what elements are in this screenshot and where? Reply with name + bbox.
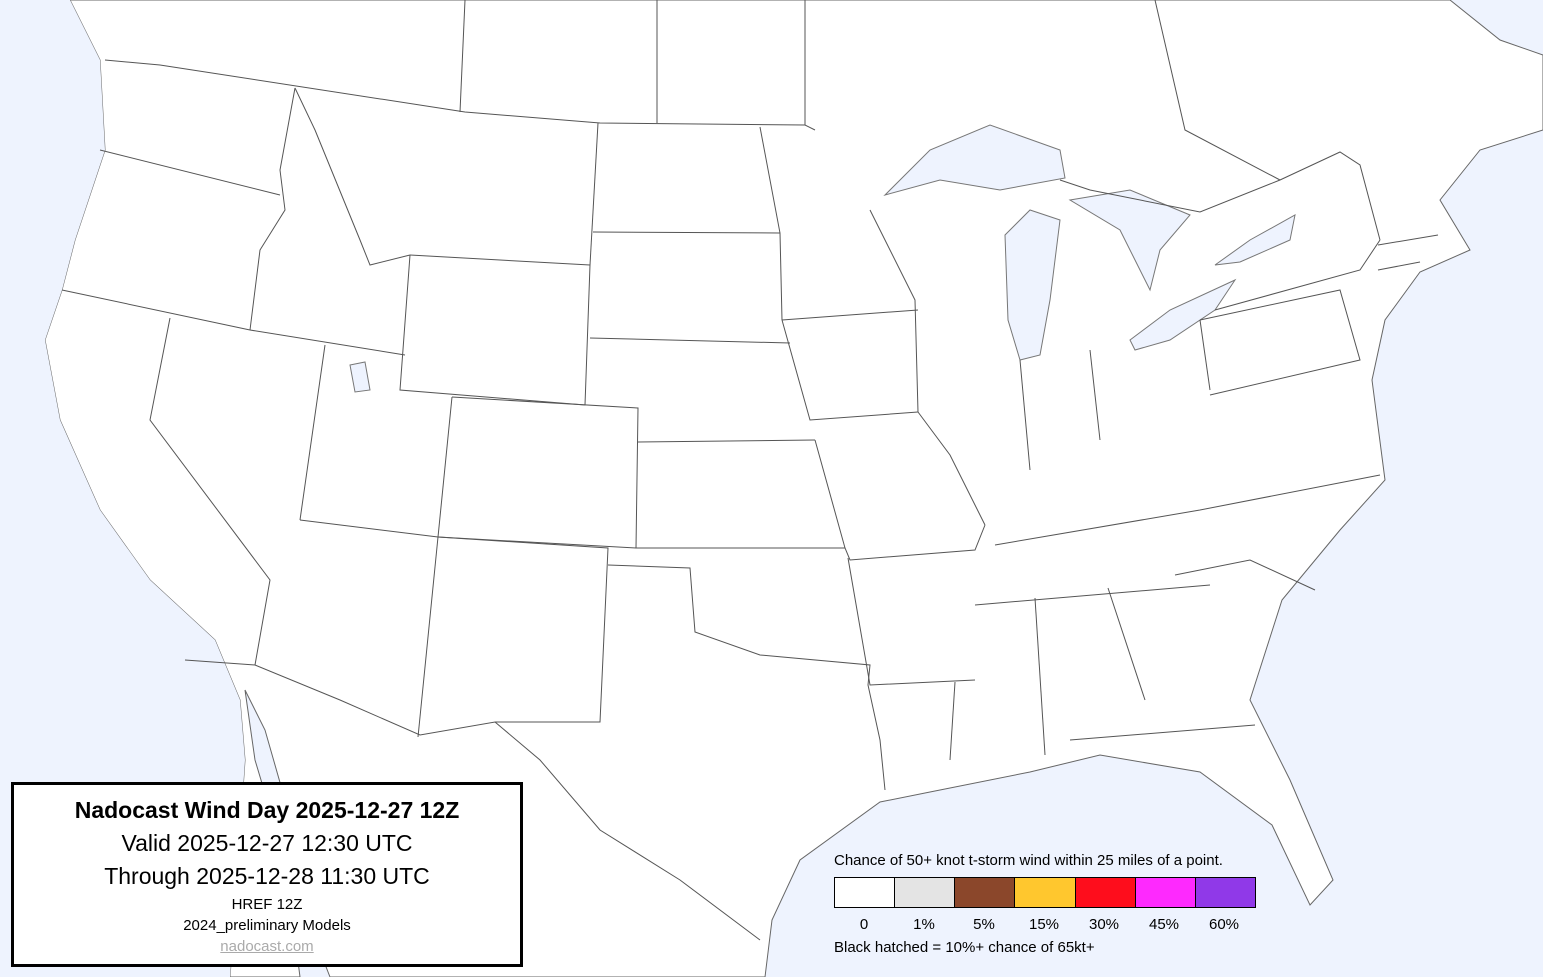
legend-label: 45% [1148, 916, 1180, 933]
legend-swatch-5 [955, 878, 1016, 907]
legend-title: Chance of 50+ knot t-storm wind within 2… [834, 852, 1223, 869]
legend-footnote: Black hatched = 10%+ chance of 65kt+ [834, 939, 1095, 956]
models-version: 2024_preliminary Models [183, 917, 351, 934]
legend-swatch-60 [1195, 878, 1255, 907]
state-borders [61, 0, 1439, 941]
color-scale [834, 877, 1256, 908]
legend-swatch-0 [835, 878, 896, 907]
through-time: Through 2025-12-28 11:30 UTC [104, 863, 430, 889]
pacific-ocean [0, 0, 245, 977]
legend-label: 1% [913, 916, 935, 933]
legend-label: 60% [1208, 916, 1240, 933]
map-title: Nadocast Wind Day 2025-12-27 12Z [74, 797, 460, 823]
legend-swatch-1 [895, 878, 956, 907]
valid-time: Valid 2025-12-27 12:30 UTC [121, 830, 413, 856]
model-label: HREF 12Z [231, 896, 303, 913]
great-lakes [349, 124, 1296, 393]
legend-label: 15% [1028, 916, 1060, 933]
legend-swatch-45 [1135, 878, 1196, 907]
legend-label: 0 [859, 916, 869, 933]
legend-swatch-15 [1015, 878, 1076, 907]
title-box: Nadocast Wind Day 2025-12-27 12Z Valid 2… [11, 782, 523, 967]
legend-label: 5% [973, 916, 995, 933]
legend-swatch-30 [1075, 878, 1136, 907]
legend: Chance of 50+ knot t-storm wind within 2… [834, 852, 1256, 956]
legend-label: 30% [1088, 916, 1120, 933]
nadocast-link[interactable]: nadocast.com [220, 938, 314, 955]
